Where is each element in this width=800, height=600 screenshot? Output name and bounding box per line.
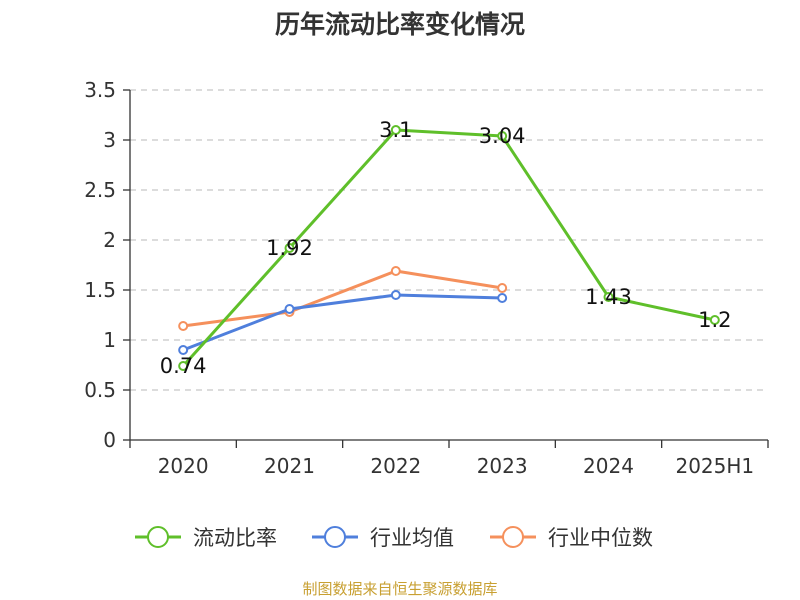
- data-label: 1.43: [585, 285, 632, 309]
- data-point: [497, 293, 508, 303]
- y-tick-label: 2: [103, 228, 116, 252]
- data-source-note: 制图数据来自恒生聚源数据库: [302, 580, 497, 598]
- legend-item: 行业均值: [312, 526, 454, 550]
- series-line-1: [182, 293, 503, 352]
- grid: [130, 89, 768, 391]
- y-tick-label: 3.5: [84, 78, 116, 102]
- legend: 流动比率 行业均值 行业中位数: [135, 526, 653, 550]
- series-group: [178, 125, 720, 371]
- series-line-0: [182, 128, 716, 368]
- y-tick-label: 0.5: [84, 378, 116, 402]
- data-point: [178, 361, 189, 371]
- data-label: 3.04: [479, 124, 526, 148]
- x-tick-label: 2025H1: [675, 454, 754, 478]
- data-point: [709, 315, 720, 325]
- data-point: [497, 283, 508, 293]
- data-point: [390, 290, 401, 300]
- data-label: 1.2: [698, 308, 731, 332]
- x-tick-label: 2021: [264, 454, 315, 478]
- y-tick-label: 1: [103, 328, 116, 352]
- axes: 0 0.5 1 1.5 2 2.5 3 3.5 2020 2021 2022 2023 2024 2025…: [84, 78, 769, 478]
- data-point: [284, 243, 295, 253]
- x-tick-label: 2023: [477, 454, 528, 478]
- data-label: 1.92: [266, 236, 313, 260]
- y-tick-label: 2.5: [84, 178, 116, 202]
- y-tick-label: 3: [103, 128, 116, 152]
- data-label: 0.74: [160, 354, 207, 378]
- data-point: [284, 304, 295, 314]
- legend-item: 行业中位数: [490, 526, 653, 550]
- legend-swatch-marker: [502, 526, 524, 548]
- y-tick-label: 0: [103, 428, 116, 452]
- data-point: [390, 125, 401, 135]
- x-tick-label: 2024: [583, 454, 634, 478]
- data-point: [603, 292, 614, 302]
- data-point: [390, 266, 401, 276]
- series-line-2: [182, 269, 503, 328]
- x-tick-label: 2022: [370, 454, 421, 478]
- x-tick-label: 2020: [158, 454, 209, 478]
- chart-title: 历年流动比率变化情况: [275, 10, 525, 39]
- data-point: [178, 321, 189, 331]
- data-label: 3.1: [379, 118, 412, 142]
- data-point: [178, 345, 189, 355]
- y-tick-label: 1.5: [84, 278, 116, 302]
- legend-swatch-marker: [324, 526, 346, 548]
- data-point: [497, 131, 508, 141]
- legend-item: 流动比率: [135, 526, 277, 550]
- legend-label: 行业均值: [370, 526, 454, 550]
- legend-label: 流动比率: [193, 526, 277, 550]
- legend-swatch-marker: [147, 526, 169, 548]
- data-labels: 0.74 1.92 3.1 3.04 1.43 1.2: [160, 118, 732, 378]
- legend-label: 行业中位数: [548, 526, 653, 550]
